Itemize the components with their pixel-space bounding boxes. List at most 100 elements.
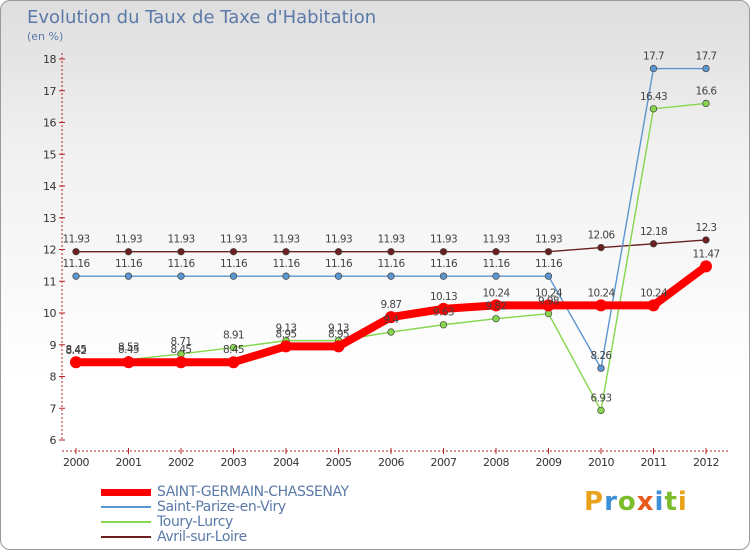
y-tick-label: 18 [43,53,56,66]
y-tick-label: 17 [43,85,56,98]
x-tick-label: 2012 [693,456,719,469]
data-point [280,340,292,353]
data-point [647,299,660,312]
legend-label: Avril-sur-Loire [157,529,247,545]
data-point [72,272,80,280]
data-label: 11.93 [535,234,562,246]
data-label: 8.42 [66,345,87,357]
data-label: 12.06 [587,230,615,242]
data-point [124,248,133,256]
data-point [70,356,82,369]
data-label: 12.3 [696,222,717,234]
data-point [490,299,502,312]
x-tick-label: 2004 [273,456,299,469]
data-label: 8.91 [223,330,244,342]
data-label: 9.98 [538,296,559,308]
data-label: 9.87 [381,299,402,311]
legend-item: Toury-Lurcy [101,514,421,530]
x-tick-label: 2003 [221,456,247,469]
data-point [597,406,605,415]
data-point [387,328,395,336]
data-label: 16.43 [640,91,667,103]
data-label: 11.16 [167,258,195,270]
legend-label: SAINT-GERMAIN-CHASSENAY [157,484,349,500]
data-label: 11.16 [62,258,90,270]
data-point [492,315,500,323]
data-point [72,248,80,256]
data-point [334,272,343,280]
data-label: 11.93 [115,234,142,246]
data-label: 8.45 [118,344,139,356]
data-point [597,243,605,252]
legend-swatch [101,489,151,496]
data-point [544,272,553,280]
y-tick-label: 6 [50,434,57,447]
legend-item: Avril-sur-Loire [101,529,421,545]
data-point [177,248,185,256]
y-tick-label: 11 [43,275,56,288]
data-label: 16.6 [696,85,718,97]
data-label: 8.26 [591,350,613,362]
y-tick-label: 13 [43,212,56,225]
data-point [229,248,238,256]
data-point [597,364,605,372]
y-tick-label: 7 [50,402,57,415]
data-point [492,248,500,256]
y-tick-label: 16 [43,117,56,130]
data-point [122,356,135,369]
data-label: 11.47 [692,248,719,260]
data-label: 11.93 [377,234,404,246]
data-label: 11.93 [62,234,89,246]
data-point [282,272,290,280]
y-tick-label: 12 [43,244,56,257]
x-tick-label: 2010 [588,456,614,469]
data-label: 11.93 [482,234,509,246]
data-label: 11.93 [272,234,299,246]
chart-title: Evolution du Taux de Taxe d'Habitation [27,7,377,28]
chart-legend: SAINT-GERMAIN-CHASSENAY Saint-Parize-en-… [101,484,421,545]
chart-unit-label: (en %) [27,30,64,43]
y-tick-label: 8 [50,371,57,384]
data-point [229,272,238,280]
data-label: 8.95 [328,328,349,340]
data-point [702,236,710,244]
data-point [649,105,658,113]
data-label: 8.45 [66,344,87,356]
data-label: 8.45 [223,344,244,356]
data-label: 17.7 [643,51,664,63]
data-label: 9.82 [486,301,507,313]
legend-swatch [101,506,151,508]
logo-letter: P [584,487,605,517]
data-point [387,272,395,280]
data-label: 8.71 [171,336,192,348]
data-point [334,248,343,256]
data-point [702,99,710,108]
data-label: 6.93 [591,392,612,404]
y-tick-label: 10 [43,307,56,320]
x-tick-label: 2006 [378,456,404,469]
data-point [385,311,397,324]
data-label: 17.7 [696,51,717,63]
logo-letter: i [677,487,688,517]
brand-logo: Proxiti [584,487,688,517]
x-tick-label: 2005 [326,456,352,469]
logo-letter: x [636,487,655,517]
y-tick-label: 14 [43,180,56,193]
data-label: 10.24 [640,287,668,299]
data-label: 8.53 [118,342,139,354]
data-point [332,340,345,353]
data-label: 10.24 [535,287,563,299]
data-point [387,248,395,256]
data-point [439,321,448,329]
data-point [649,240,658,248]
y-tick-label: 9 [50,339,57,352]
data-label: 11.16 [220,258,248,270]
data-point [439,272,448,280]
y-tick-label: 15 [43,148,56,161]
logo-letter: r [604,487,618,517]
data-point [227,356,240,369]
legend-label: Toury-Lurcy [157,514,233,530]
data-point [229,343,238,352]
